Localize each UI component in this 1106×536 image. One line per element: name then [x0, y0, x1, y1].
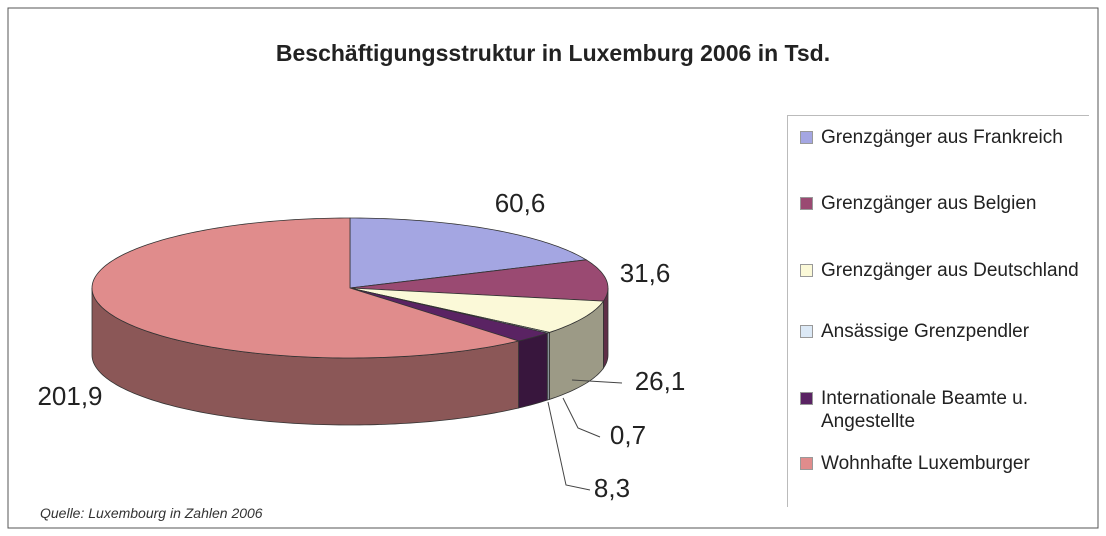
legend-item: Grenzgänger aus Deutschland [800, 259, 1079, 282]
data-label: 31,6 [620, 258, 671, 288]
leader-line [562, 397, 601, 438]
data-label: 201,9 [37, 381, 102, 411]
leader-line [571, 379, 623, 384]
data-label: 8,3 [594, 473, 630, 503]
slice [349, 287, 549, 342]
legend-item: Grenzgänger aus Belgien [800, 192, 1079, 215]
legend-swatch [800, 457, 813, 470]
legend-swatch [800, 197, 813, 210]
legend-item: Grenzgänger aus Frankreich [800, 126, 1079, 149]
legend-swatch [800, 392, 813, 405]
legend-swatch [800, 325, 813, 338]
legend-label: Ansässige Grenzpendler [821, 321, 1030, 342]
legend-label: Grenzgänger aus Frankreich [821, 127, 1063, 148]
slice [91, 217, 521, 359]
data-label: 0,7 [610, 420, 646, 450]
legend-item: Wohnhafte Luxemburger [800, 452, 1079, 475]
legend-label: Wohnhafte Luxemburger [821, 453, 1030, 474]
legend-label: Grenzgänger aus Deutschland [821, 260, 1079, 281]
data-label: 26,1 [635, 366, 686, 396]
legend-swatch [800, 264, 813, 277]
slice [349, 259, 609, 302]
source: Quelle: Luxembourg in Zahlen 2006 [40, 505, 263, 521]
leader-line [547, 401, 591, 491]
chart-title: Beschäftigungsstruktur in Luxemburg 2006… [276, 40, 830, 66]
legend-item: Internationale Beamte u. Angestellte [800, 387, 1079, 433]
slice-side [518, 332, 548, 409]
legend-item: Ansässige Grenzpendler [800, 320, 1079, 343]
slice [349, 287, 605, 333]
legend-swatch [800, 131, 813, 144]
legend-label: Internationale Beamte u. Angestellte [821, 388, 1029, 432]
legend-label: Grenzgänger aus Belgien [821, 193, 1037, 214]
data-label: 60,6 [495, 188, 546, 218]
slice [349, 217, 588, 289]
legend: Grenzgänger aus Frankreich Grenzgänger au… [787, 115, 1089, 507]
